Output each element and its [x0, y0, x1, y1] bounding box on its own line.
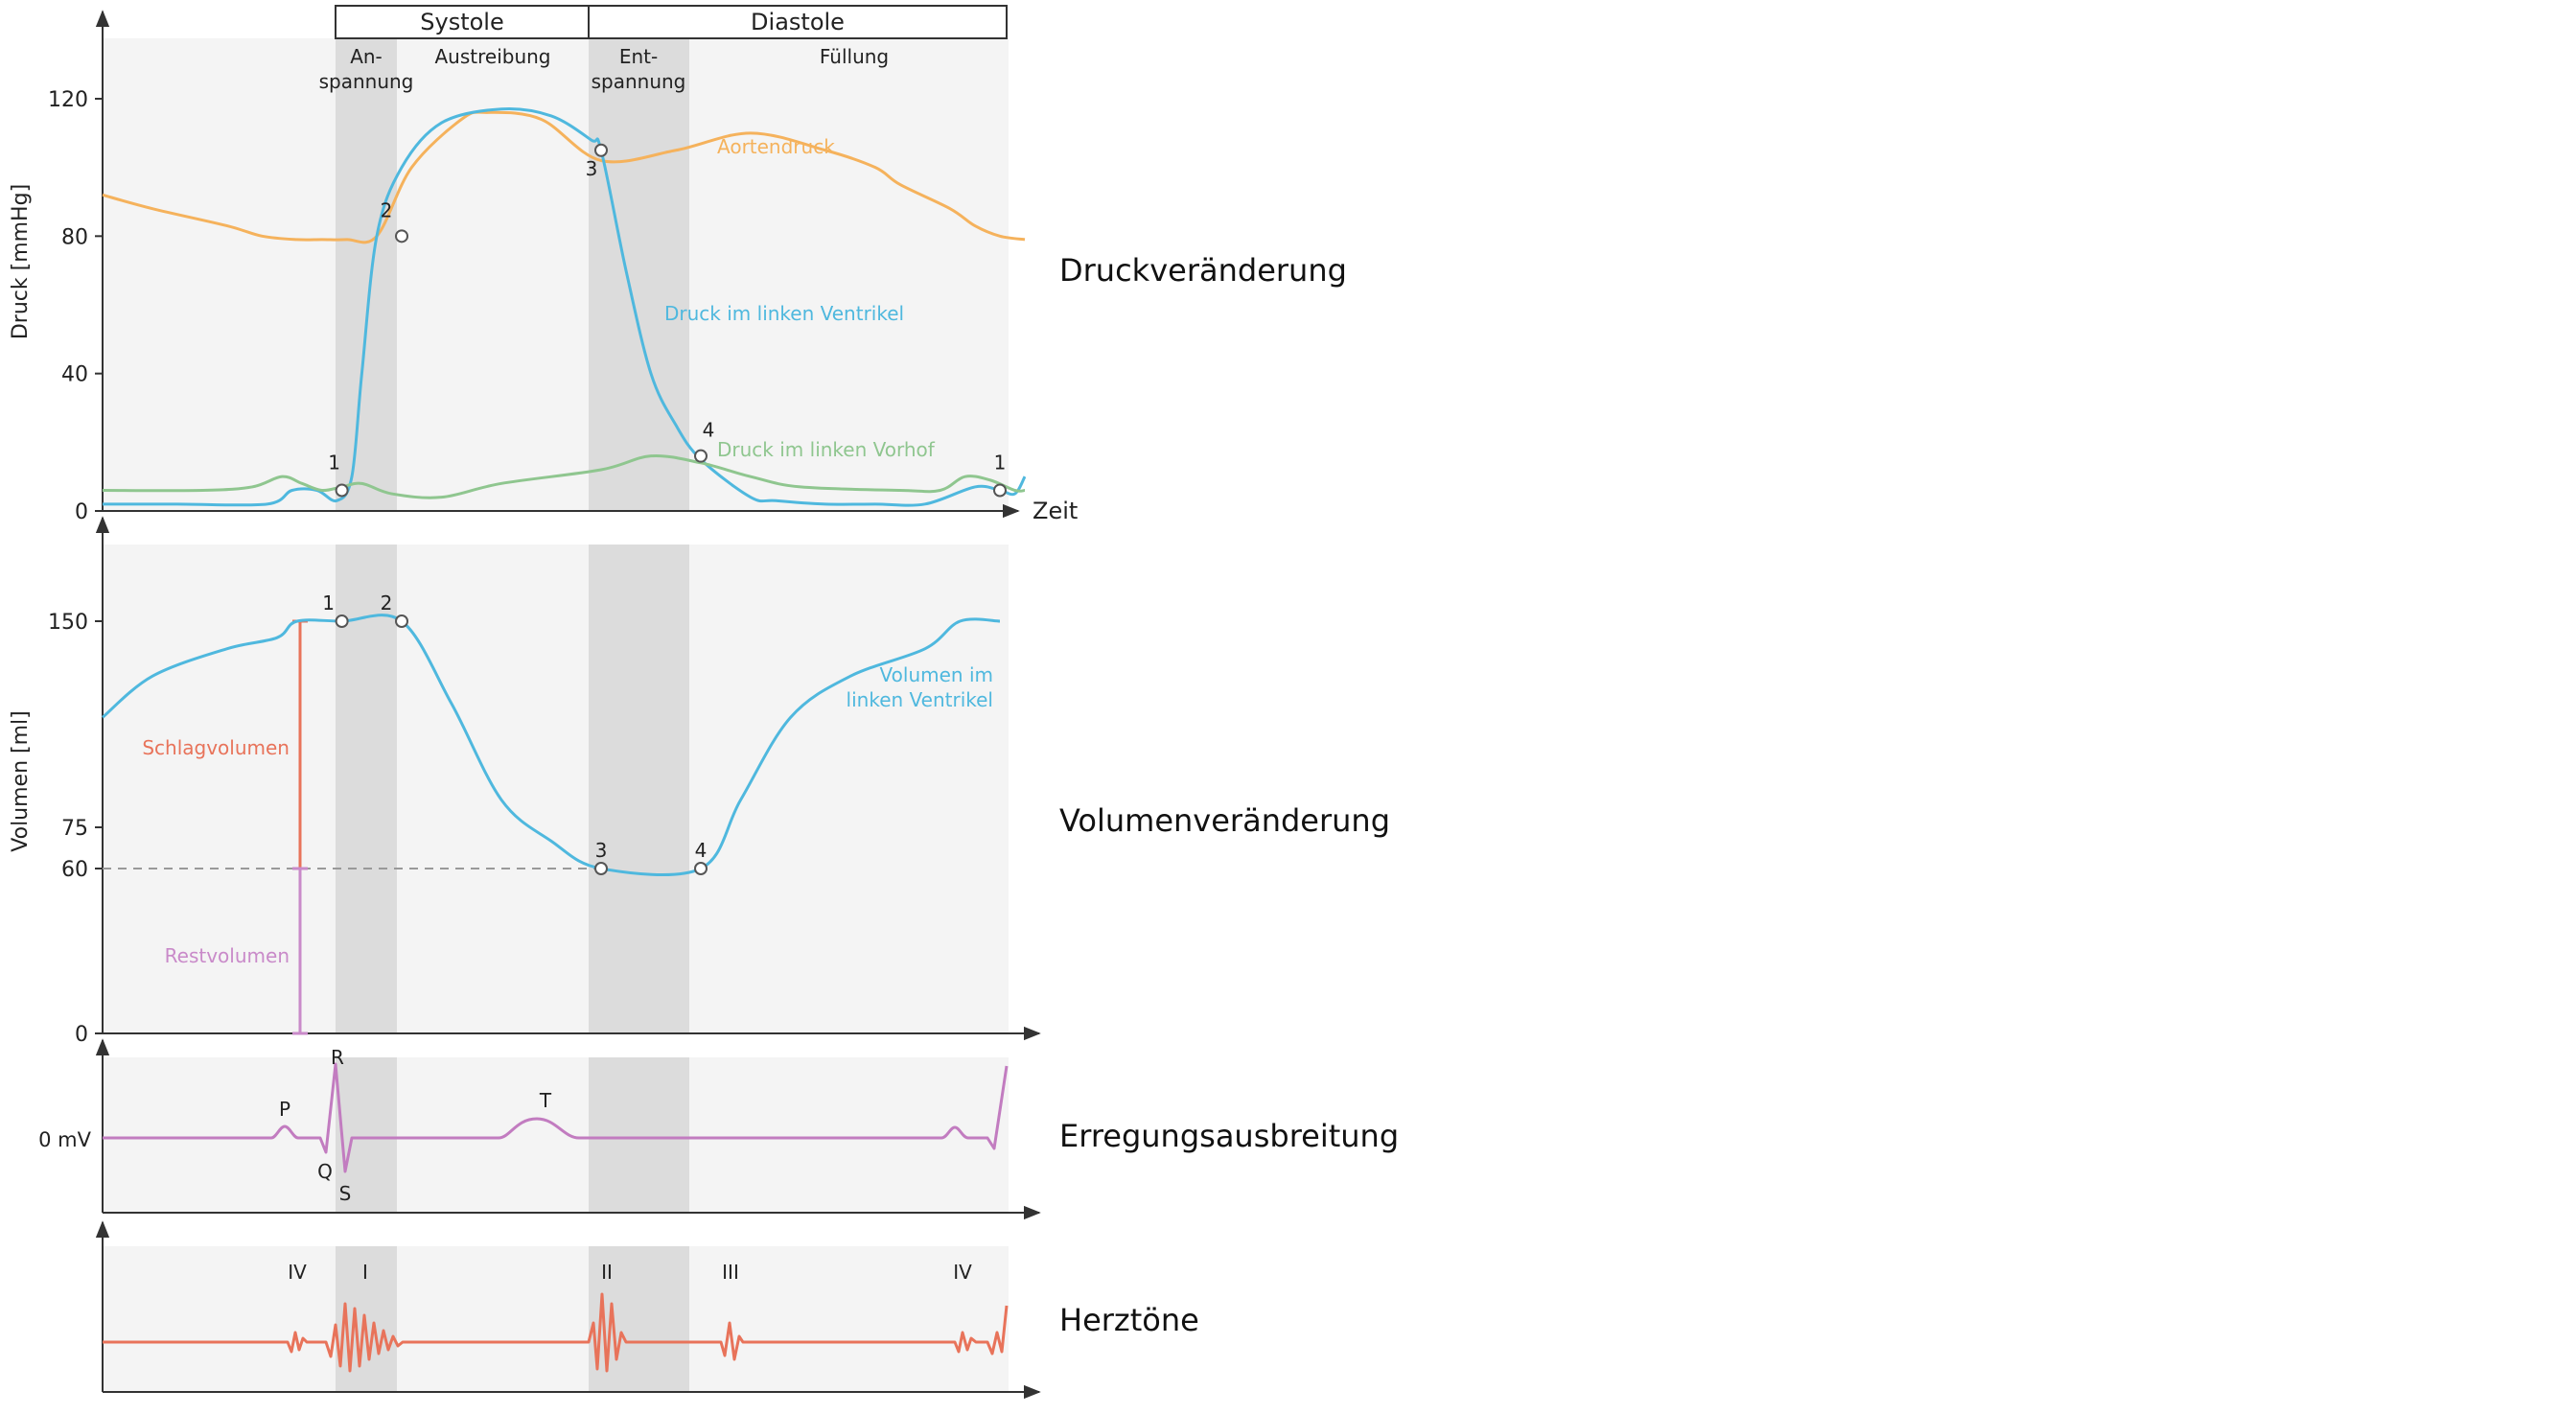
heart-sound-i: I: [362, 1261, 368, 1284]
volume-tick-label: 60: [61, 858, 88, 882]
ecg-wave-p: P: [279, 1098, 290, 1121]
pressure-point-marker: [594, 143, 608, 157]
volume-annotations: Schlagvolumen Restvolumen: [103, 619, 594, 1035]
pressure-point-marker: [694, 449, 708, 463]
phase-austreibung: Austreibung: [434, 45, 550, 68]
ecg-panel-bg: [103, 1057, 1009, 1213]
pressure-point-marker: [395, 229, 408, 243]
volume-point-label: 2: [381, 591, 393, 614]
volume-tick-label: 150: [48, 611, 88, 635]
volume-ticks: 0 60 75 150: [48, 611, 103, 1047]
section-label-herztoene: Herztöne: [1059, 1302, 1199, 1338]
section-labels: Druckveränderung Volumenveränderung Erre…: [1059, 252, 1399, 1338]
volume-tick-label: 75: [61, 817, 88, 841]
pressure-point-marker: [993, 483, 1007, 498]
phase-header: Systole Diastole An-spannung Austreibung…: [319, 5, 1008, 93]
residual-volume-label: Restvolumen: [165, 944, 290, 967]
phase-fuellung: Füllung: [820, 45, 889, 68]
diastole-label: Diastole: [751, 9, 845, 35]
pressure-point-label: 1: [328, 452, 340, 475]
volume-point-marker: [594, 862, 608, 875]
ecg-wave-t: T: [539, 1089, 552, 1112]
band-entspannung: [589, 38, 689, 1392]
volume-point-marker: [694, 862, 708, 875]
ecg-wave-r: R: [331, 1046, 344, 1069]
pressure-series-line: [102, 110, 1026, 244]
diastole-box: [588, 5, 1008, 39]
phase-entspannung: Ent-spannung: [592, 45, 686, 93]
pressure-tick-label: 40: [61, 363, 88, 387]
pressure-series-label: Druck im linken Vorhof: [717, 438, 936, 461]
phase-anspannung: An-spannung: [319, 45, 414, 93]
heart-sound-iv-a: IV: [288, 1261, 307, 1284]
volume-point-label: 4: [695, 839, 708, 862]
heart-sound-labels: IV I II III IV: [288, 1261, 972, 1284]
pressure-series-line: [102, 106, 1027, 507]
volume-series-label: linken Ventrikel: [847, 688, 993, 711]
heart-sound-iv-b: IV: [953, 1261, 972, 1284]
pressure-series: [102, 106, 1027, 507]
volume-tick-label: 0: [75, 1023, 88, 1047]
panel-backgrounds: [103, 38, 1009, 1392]
pressure-tick-label: 0: [75, 500, 88, 524]
point-markers: 1 2 3 4 1 1 2 3 4: [322, 143, 1007, 875]
pressure-series-line: [102, 453, 1026, 499]
pressure-x-axis-label: Zeit: [1033, 498, 1078, 524]
volume-point-label: 3: [595, 839, 608, 862]
pressure-series-label: Aortendruck: [717, 135, 835, 158]
ecg-wave-labels: P Q R S T: [279, 1046, 552, 1205]
section-label-druck: Druckveränderung: [1059, 252, 1347, 289]
pressure-point-marker: [335, 483, 349, 498]
pressure-ticks: 0 40 80 120: [48, 88, 103, 524]
ecg-trace: [103, 1062, 1009, 1173]
volume-series-line: [102, 614, 1001, 876]
band-gap-3: [103, 1213, 1009, 1246]
pressure-point-label: 3: [586, 157, 598, 180]
heart-sound-iii: III: [722, 1261, 739, 1284]
volume-series-label: Volumen im: [880, 663, 993, 686]
band-gap-2: [103, 1033, 1009, 1057]
pressure-tick-label: 80: [61, 225, 88, 249]
heart-sound-trace: [103, 1292, 1009, 1373]
systole-label: Systole: [420, 9, 503, 35]
volume-panel-bg: [103, 545, 1009, 1033]
section-label-erregung: Erregungsausbreitung: [1059, 1118, 1399, 1154]
stroke-volume-label: Schlagvolumen: [142, 736, 290, 759]
axes: [95, 10, 1041, 1400]
ecg-wave-q: Q: [317, 1160, 333, 1183]
section-label-volumen: Volumenveränderung: [1059, 802, 1390, 839]
ecg-zero-label: 0 mV: [38, 1128, 91, 1151]
pressure-point-label: 1: [994, 452, 1007, 475]
pressure-point-label: 2: [381, 198, 393, 221]
ecg-wave-s: S: [339, 1182, 352, 1205]
pressure-series-label: Druck im linken Ventrikel: [664, 302, 904, 325]
pressure-tick-label: 120: [48, 88, 88, 112]
sound-panel-bg: [103, 1246, 1009, 1392]
pressure-y-axis-label: Druck [mmHg]: [9, 184, 33, 339]
pressure-point-label: 4: [703, 419, 715, 442]
volume-point-label: 1: [322, 591, 335, 614]
volume-y-axis-label: Volumen [ml]: [9, 710, 33, 851]
series-labels: Aortendruck Druck im linken Ventrikel Druc…: [664, 135, 993, 711]
heart-sound-ii: II: [601, 1261, 613, 1284]
volume-series: [102, 614, 1001, 876]
volume-point-marker: [395, 614, 408, 628]
band-gap-1: [103, 511, 1009, 545]
volume-point-marker: [335, 614, 349, 628]
